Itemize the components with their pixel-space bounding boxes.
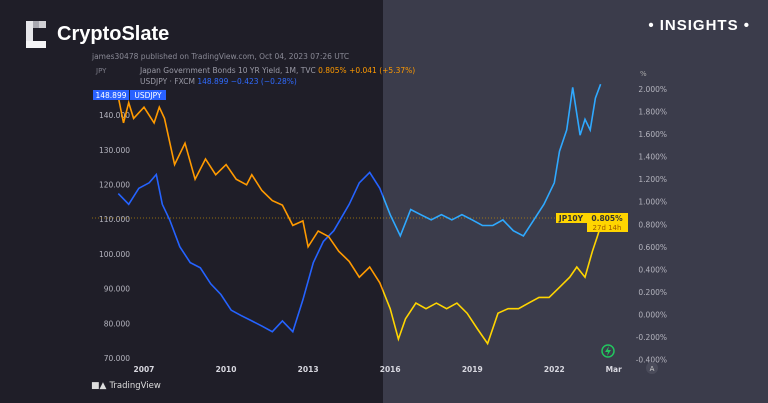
right-axis-tick: 1.800% <box>638 108 667 117</box>
left-axis-tick: 130.000 <box>99 146 130 155</box>
auto-scale-button[interactable] <box>646 362 658 374</box>
left-axis-tick: 120.000 <box>99 181 130 190</box>
series-line-usdjpy <box>383 83 602 238</box>
series-line-usdjpy <box>117 171 383 334</box>
x-axis-tick: Mar <box>606 365 623 374</box>
lightning-icon[interactable] <box>601 344 615 358</box>
right-axis-tick: -0.200% <box>636 333 667 342</box>
left-axis-tick: 140.000 <box>99 111 130 120</box>
jp10y-name-label: JP10Y <box>558 214 584 223</box>
left-axis-tick: 90.000 <box>104 285 130 294</box>
legend-jp10y-title: Japan Government Bonds 10 YR Yield, 1M, … <box>140 66 316 75</box>
legend-usdjpy-value: 148.899 <box>197 77 229 86</box>
series-line-jp10y <box>383 223 603 346</box>
right-axis-tick: 1.200% <box>638 175 667 184</box>
x-axis-tick: 2022 <box>544 365 565 374</box>
legend-jp10y[interactable]: Japan Government Bonds 10 YR Yield, 1M, … <box>140 66 415 75</box>
right-axis-tick: 0.600% <box>638 243 667 252</box>
jp10y-name-tag <box>556 213 587 223</box>
right-axis-tick: 1.400% <box>638 153 667 162</box>
left-axis-tick: 80.000 <box>104 319 130 328</box>
legend-jp10y-change: +0.041 (+5.37%) <box>349 66 416 75</box>
right-axis-tick: 0.400% <box>638 265 667 274</box>
x-axis-tick: 2007 <box>134 365 155 374</box>
cryptoslate-logo-icon <box>26 21 46 48</box>
brand-name: CryptoSlate <box>57 23 170 45</box>
jp10y-countdown: 27d 14h <box>593 224 622 232</box>
x-axis-tick: 2010 <box>216 365 237 374</box>
legend-usdjpy-change: −0.423 (−0.28%) <box>230 77 297 86</box>
usdjpy-price-label: 148.899 <box>95 91 126 100</box>
tradingview-label: TradingView <box>109 381 161 391</box>
tradingview-logo-icon: ■▲ <box>91 381 107 391</box>
right-axis-tick: 0.800% <box>638 220 667 229</box>
x-axis-tick: 2019 <box>462 365 483 374</box>
right-axis-tick: 2.000% <box>638 85 667 94</box>
usdjpy-name-label: USDJPY <box>134 91 162 100</box>
left-axis-tick: 110.000 <box>99 215 130 224</box>
right-axis-tick: 1.600% <box>638 130 667 139</box>
left-axis-unit: JPY <box>96 67 107 75</box>
x-axis-tick: 2013 <box>298 365 319 374</box>
series-line-jp10y <box>117 96 383 293</box>
right-axis-tick: 1.000% <box>638 198 667 207</box>
insights-label: • INSIGHTS • <box>648 17 750 34</box>
legend-usdjpy-title: USDJPY · FXCM <box>140 77 195 86</box>
right-axis-tick: 0.200% <box>638 288 667 297</box>
usdjpy-name-tag <box>130 90 166 100</box>
brand-logo: CryptoSlate <box>26 21 169 48</box>
left-axis-tick: 70.000 <box>104 354 130 363</box>
auto-scale-label: A <box>650 365 655 373</box>
jp10y-value-label: 0.805% <box>591 214 623 223</box>
right-axis-tick: 0.000% <box>638 310 667 319</box>
right-axis-unit: % <box>640 70 647 78</box>
jp10y-value-tag <box>587 213 628 232</box>
legend-usdjpy[interactable]: USDJPY · FXCM 148.899 −0.423 (−0.28%) <box>140 77 297 86</box>
right-panel <box>383 0 768 403</box>
left-panel <box>0 0 383 403</box>
x-axis-tick: 2016 <box>380 365 401 374</box>
right-axis-tick: -0.400% <box>636 355 667 364</box>
publisher-line: james30478 published on TradingView.com,… <box>92 52 350 61</box>
legend-jp10y-value: 0.805% <box>318 66 347 75</box>
tradingview-watermark: ■▲ TradingView <box>91 381 161 391</box>
usdjpy-price-tag <box>93 90 129 100</box>
left-axis-tick: 100.000 <box>99 250 130 259</box>
